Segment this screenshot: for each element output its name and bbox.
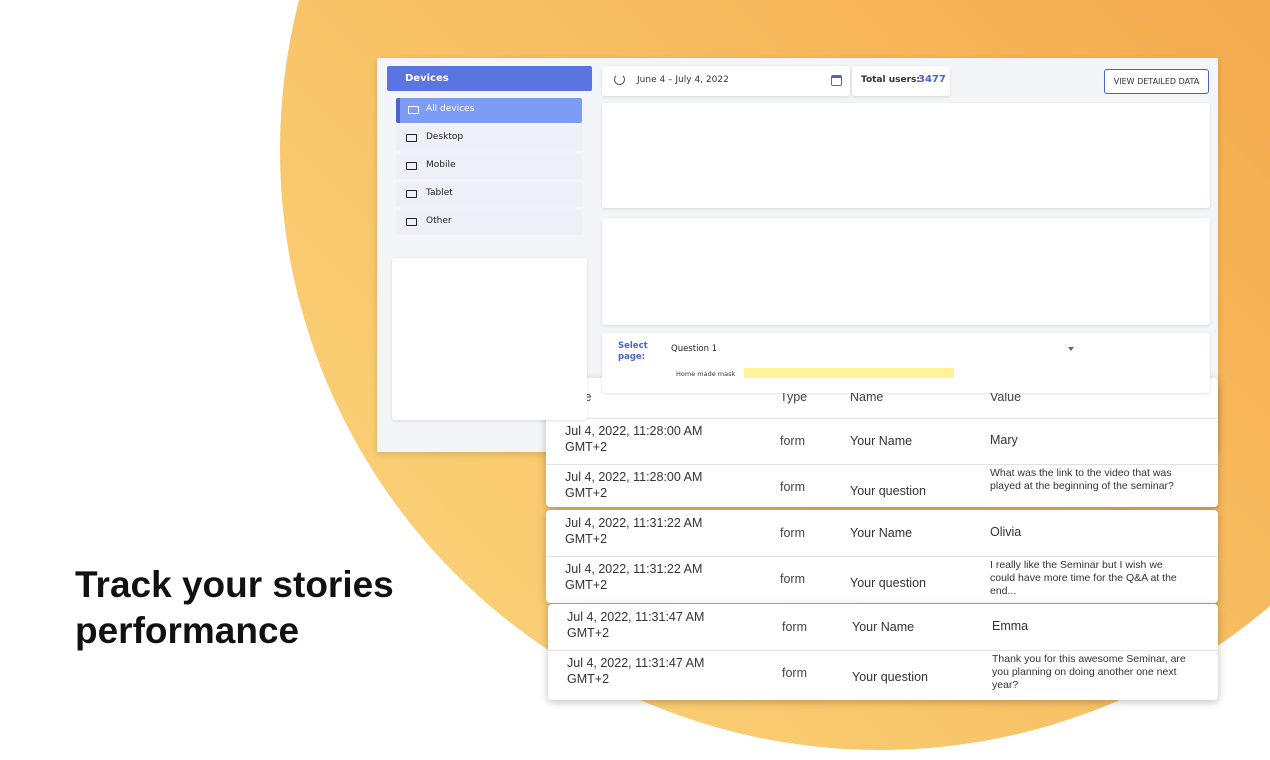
headline: Track your stories performance [75, 564, 394, 651]
device-option[interactable]: Desktop [396, 126, 582, 151]
device-icon [408, 106, 419, 114]
device-option[interactable]: All devices [396, 98, 582, 123]
device-icon [406, 218, 417, 226]
device-label: Tablet [426, 188, 453, 198]
row-label: Home made mask [676, 370, 736, 378]
device-icon [406, 134, 417, 142]
device-label: Mobile [426, 160, 456, 170]
device-label: Other [426, 216, 452, 226]
total-label: Total users: [861, 75, 920, 85]
device-icon [406, 162, 417, 170]
detailed-data-button[interactable]: VIEW DETAILED DATA [1104, 69, 1209, 94]
row-bar [744, 368, 954, 378]
device-option[interactable]: Mobile [396, 154, 582, 179]
story-card [602, 103, 1210, 208]
device-option[interactable]: Tablet [396, 182, 582, 207]
devices-header: Devices [387, 66, 592, 91]
device-icon [406, 190, 417, 198]
refresh-icon [614, 74, 625, 85]
device-label: Desktop [426, 132, 464, 142]
date-box: June 4 – July 4, 2022 [602, 66, 850, 96]
total-value: 3477 [918, 74, 946, 85]
select-value[interactable]: Question 1 [671, 344, 718, 354]
calendar-icon[interactable] [831, 75, 842, 86]
device-label: All devices [426, 104, 475, 114]
select-arrow [1068, 347, 1074, 351]
donut-card [392, 258, 587, 420]
select-card: Select page: Question 1 Home made mask [602, 333, 1210, 393]
device-option[interactable]: Other [396, 210, 582, 235]
pages-card [602, 218, 1210, 325]
select-label: Select page: [618, 341, 648, 362]
date-range: June 4 – July 4, 2022 [637, 75, 729, 85]
total-box: Total users: 3477 [852, 66, 950, 96]
